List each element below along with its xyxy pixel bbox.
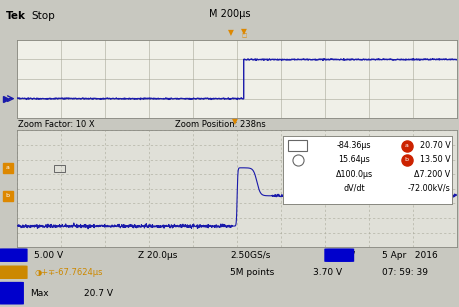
Text: b: b (6, 193, 10, 198)
Text: 15.64µs: 15.64µs (338, 155, 369, 165)
Text: □: □ (241, 33, 246, 38)
FancyBboxPatch shape (0, 266, 28, 279)
Text: 5 Apr   2016: 5 Apr 2016 (381, 251, 437, 260)
Text: -72.00kV/s: -72.00kV/s (407, 184, 450, 193)
Text: Tek: Tek (6, 11, 25, 21)
Text: ◑+∓-67.7624µs: ◑+∓-67.7624µs (34, 268, 103, 277)
Text: 5.00 V: 5.00 V (34, 251, 63, 260)
Text: /: / (351, 251, 354, 260)
Text: Δ7.200 V: Δ7.200 V (414, 170, 450, 179)
Text: a: a (6, 165, 10, 170)
Bar (288, 140, 306, 151)
Text: Δ100.0µs: Δ100.0µs (335, 170, 372, 179)
Text: 2.50GS/s: 2.50GS/s (230, 251, 270, 260)
Text: 1: 1 (336, 251, 341, 260)
Text: 5M points: 5M points (230, 268, 274, 277)
Text: dV/dt: dV/dt (343, 184, 364, 193)
Text: ▼: ▼ (240, 27, 246, 36)
Text: Max: Max (30, 289, 48, 298)
Text: Z 20.0µs: Z 20.0µs (138, 251, 177, 260)
Text: -84.36µs: -84.36µs (336, 141, 371, 150)
Text: Stop: Stop (31, 11, 55, 21)
Text: a: a (404, 143, 408, 148)
Text: ▼: ▼ (231, 117, 237, 126)
Text: ◑: ◑ (10, 269, 16, 275)
Text: b: b (404, 157, 408, 162)
Text: 20.7 V: 20.7 V (84, 289, 112, 298)
Text: 20.70 V: 20.70 V (419, 141, 450, 150)
FancyBboxPatch shape (0, 248, 28, 262)
Text: 1: 1 (8, 289, 14, 298)
FancyBboxPatch shape (0, 282, 24, 305)
Text: Zoom Position: 238ns: Zoom Position: 238ns (174, 120, 265, 129)
Bar (53, 165, 65, 172)
FancyBboxPatch shape (324, 248, 353, 262)
Text: 1: 1 (10, 251, 16, 260)
Text: M 200µs: M 200µs (209, 9, 250, 19)
Text: Zoom Factor: 10 X: Zoom Factor: 10 X (18, 120, 95, 129)
Text: 07: 59: 39: 07: 59: 39 (381, 268, 427, 277)
Text: 3.70 V: 3.70 V (312, 268, 341, 277)
Text: 13.50 V: 13.50 V (419, 155, 450, 165)
Text: ▼: ▼ (228, 28, 233, 37)
